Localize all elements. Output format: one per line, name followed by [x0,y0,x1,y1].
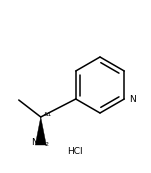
Text: NH$_2$: NH$_2$ [31,136,50,149]
Text: N: N [129,94,136,103]
Polygon shape [35,117,46,145]
Text: &1: &1 [44,112,52,117]
Text: HCl: HCl [67,147,83,156]
